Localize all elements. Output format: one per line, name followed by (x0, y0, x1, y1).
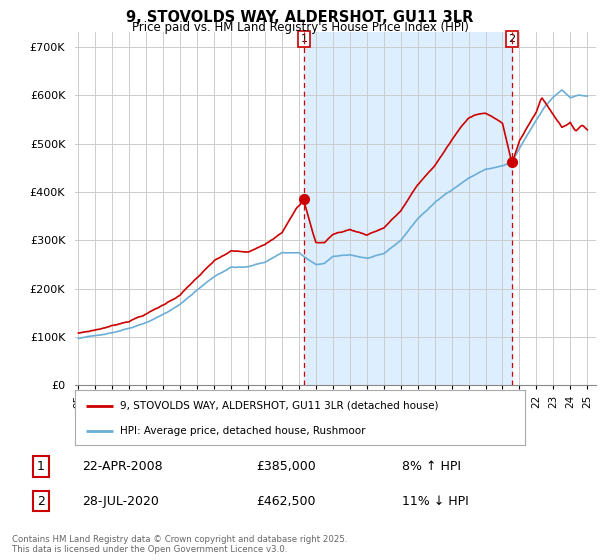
Text: 11% ↓ HPI: 11% ↓ HPI (402, 494, 469, 508)
Text: Price paid vs. HM Land Registry's House Price Index (HPI): Price paid vs. HM Land Registry's House … (131, 21, 469, 34)
Text: 22-APR-2008: 22-APR-2008 (82, 460, 163, 473)
Text: £462,500: £462,500 (256, 494, 316, 508)
Bar (304, 32, 512, 385)
Text: 1: 1 (301, 34, 307, 44)
Text: 9, STOVOLDS WAY, ALDERSHOT, GU11 3LR: 9, STOVOLDS WAY, ALDERSHOT, GU11 3LR (127, 10, 473, 25)
Text: 1: 1 (37, 460, 45, 473)
Text: HPI: Average price, detached house, Rushmoor: HPI: Average price, detached house, Rush… (120, 427, 365, 436)
Text: 8% ↑ HPI: 8% ↑ HPI (402, 460, 461, 473)
Text: 9, STOVOLDS WAY, ALDERSHOT, GU11 3LR (detached house): 9, STOVOLDS WAY, ALDERSHOT, GU11 3LR (de… (120, 401, 439, 410)
Text: 2: 2 (508, 34, 515, 44)
Text: Contains HM Land Registry data © Crown copyright and database right 2025.
This d: Contains HM Land Registry data © Crown c… (12, 535, 347, 554)
Text: 28-JUL-2020: 28-JUL-2020 (82, 494, 159, 508)
Text: £385,000: £385,000 (256, 460, 316, 473)
Text: 2: 2 (37, 494, 45, 508)
